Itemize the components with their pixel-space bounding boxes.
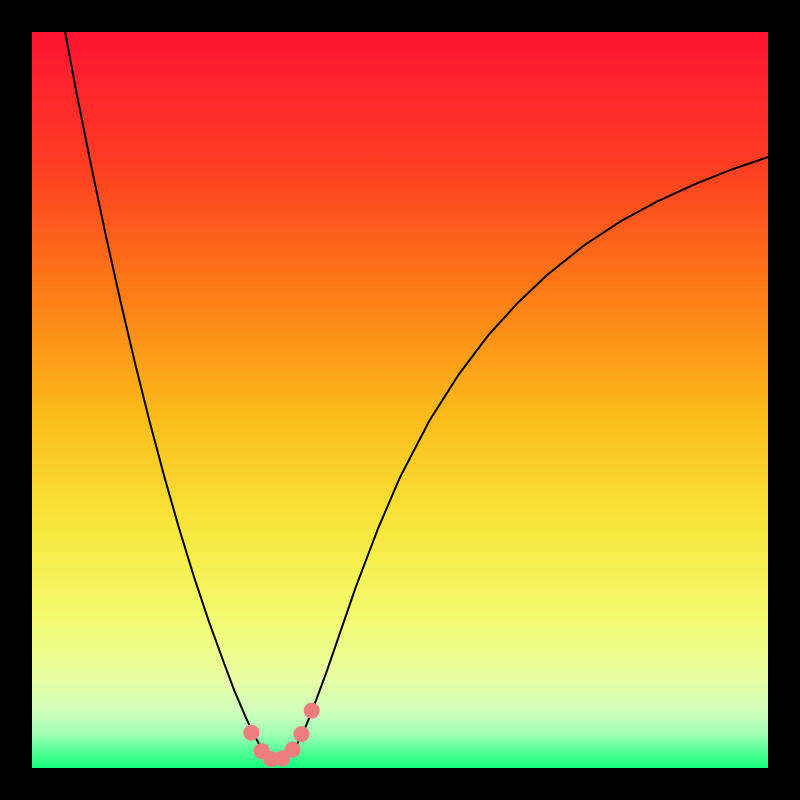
bottleneck-chart (0, 0, 800, 800)
curve-marker (285, 742, 301, 758)
curve-marker (304, 703, 320, 719)
curve-marker (293, 726, 309, 742)
plot-background-gradient (32, 32, 768, 768)
curve-marker (243, 725, 259, 741)
chart-stage: TheBottleneck.com (0, 0, 800, 800)
